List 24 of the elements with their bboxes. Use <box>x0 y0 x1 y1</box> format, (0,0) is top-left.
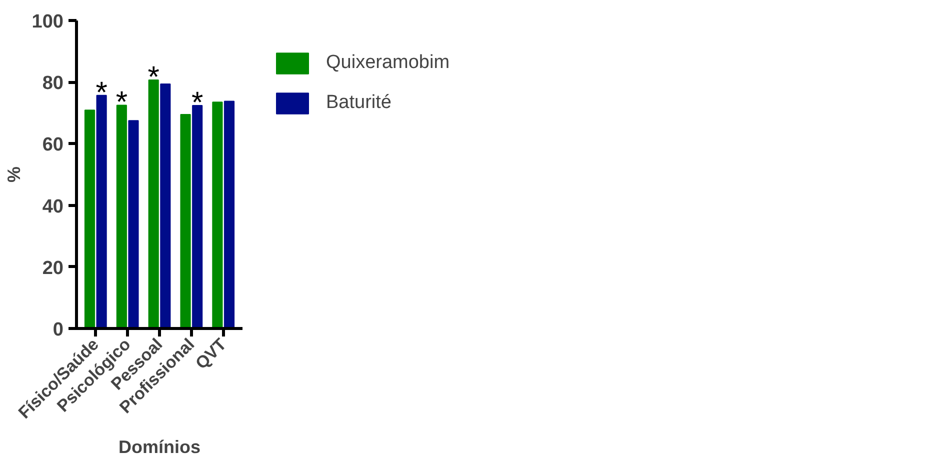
y-tick-label: 20 <box>42 258 64 279</box>
bar <box>160 83 171 328</box>
bar <box>224 100 235 328</box>
y-tick-label: 100 <box>32 12 64 32</box>
annotation: * <box>116 86 128 120</box>
bar <box>96 94 107 328</box>
y-tick-label: 80 <box>42 73 64 94</box>
annotation: * <box>96 76 108 110</box>
bar <box>148 79 159 328</box>
annotation: * <box>148 60 160 94</box>
bar <box>116 104 127 328</box>
bar <box>128 120 139 328</box>
y-tick-label: 60 <box>42 134 64 156</box>
y-tick-label: 40 <box>42 196 64 218</box>
y-tick-label: 0 <box>52 320 64 340</box>
legend-label: Quixeramobim <box>326 52 450 74</box>
y-axis-title: % <box>4 166 24 182</box>
bar <box>84 110 96 328</box>
bar <box>192 105 203 328</box>
annotation: * <box>191 86 204 120</box>
x-axis-title: Domínios <box>118 437 201 458</box>
bar <box>180 114 191 328</box>
legend-label: Baturité <box>326 92 392 114</box>
bar <box>212 102 223 328</box>
